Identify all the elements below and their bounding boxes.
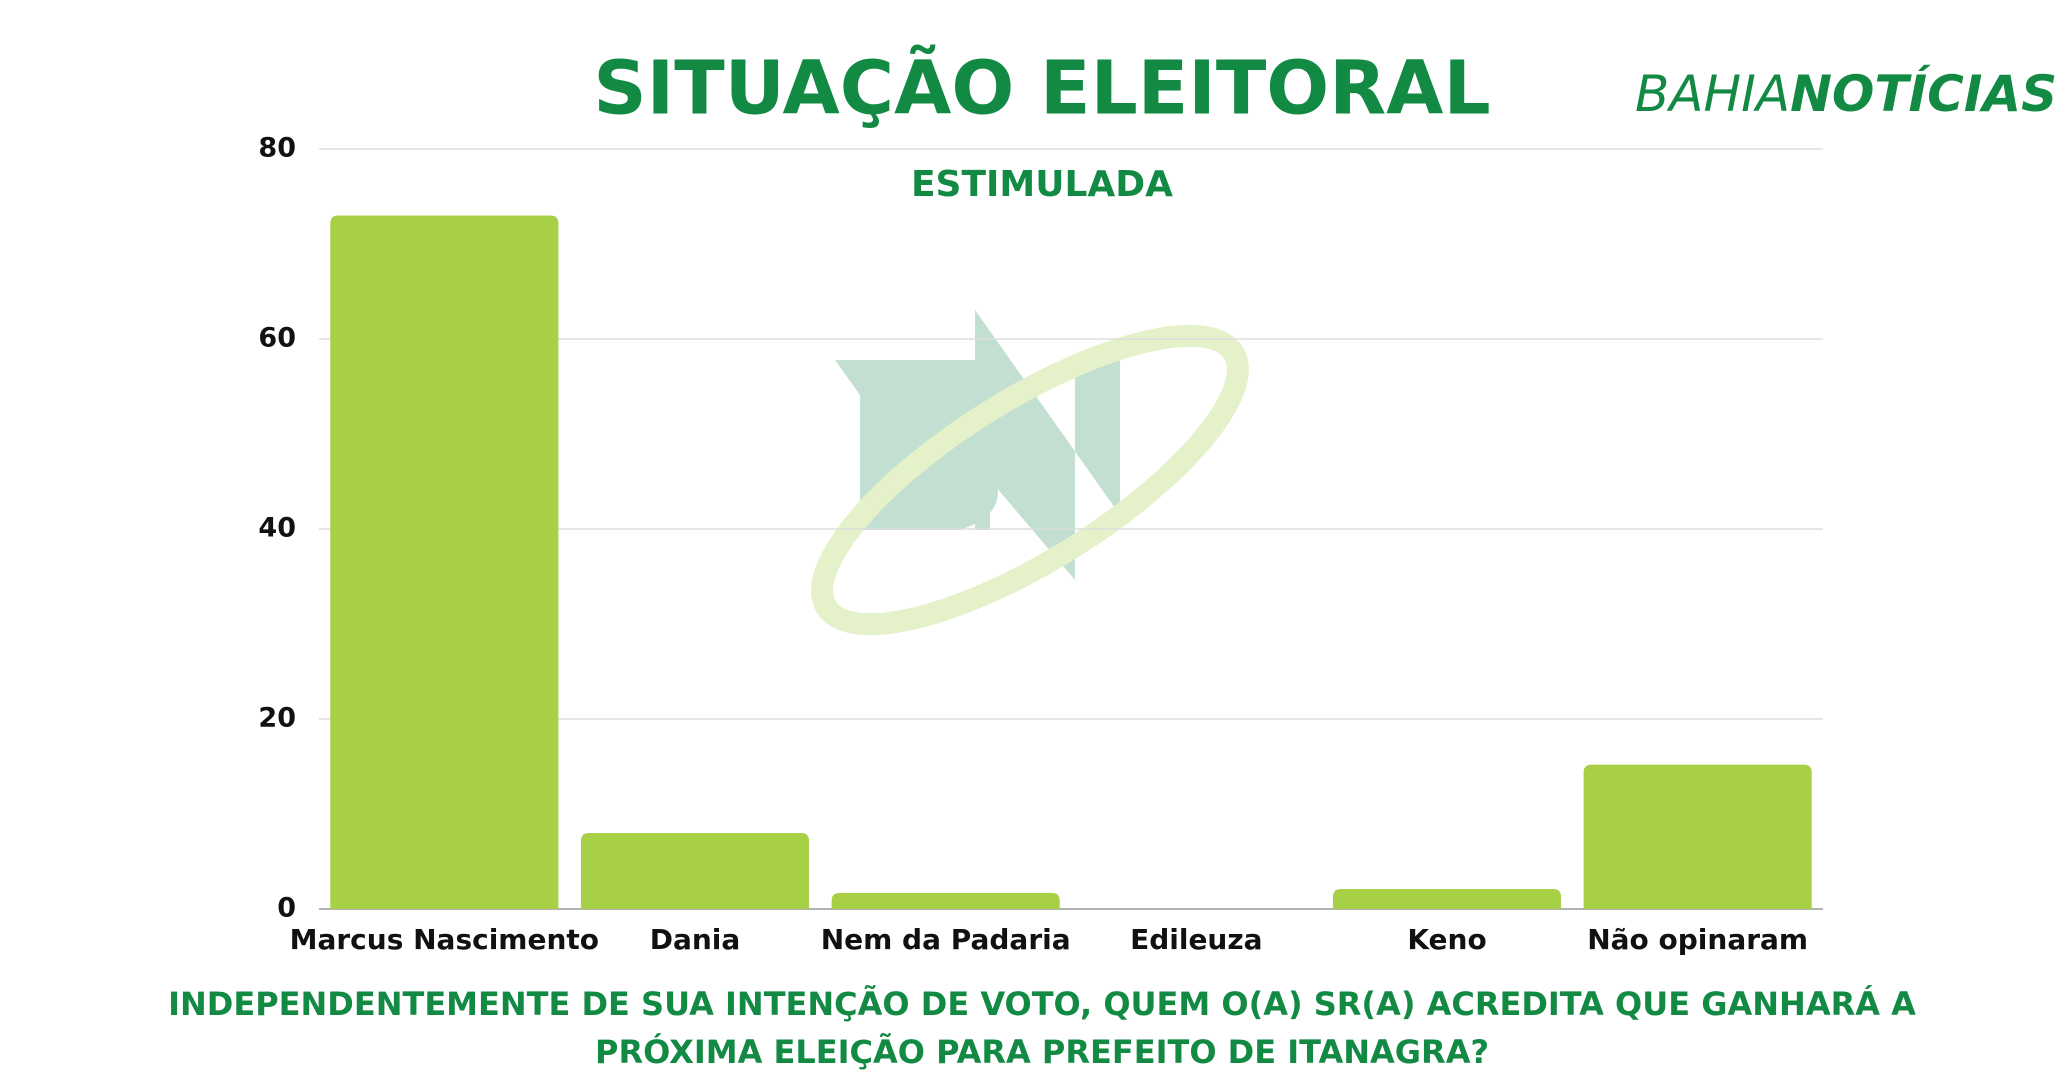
y-tick-label: 0 [277, 893, 296, 924]
x-tick-label: Dania [650, 923, 741, 956]
bar [831, 892, 1060, 909]
question: INDEPENDENTEMENTE DE SUA INTENÇÃO DE VOT… [168, 985, 1916, 1023]
y-tick-label: 40 [258, 513, 296, 544]
y-tick-label: 80 [258, 133, 296, 164]
watermark [811, 310, 1249, 636]
y-tick-label: 60 [258, 323, 296, 354]
x-tick-label: Nem da Padaria [821, 923, 1071, 956]
chart-subtitle: ESTIMULADA [911, 164, 1173, 205]
chart-title: SITUAÇÃO ELEITORAL [593, 44, 1490, 132]
x-tick-label: Keno [1407, 923, 1486, 956]
bar [1332, 889, 1562, 909]
watermark-n [975, 310, 1120, 580]
x-tick-label: Marcus Nascimento [290, 923, 599, 956]
logo: BAHIANOTÍCIAS [1635, 64, 2057, 123]
x-tick-label: Não opinaram [1587, 923, 1808, 956]
logo-part: NOTÍCIAS [1790, 64, 2057, 123]
logo-part: BAHIA [1635, 65, 1790, 123]
x-tick-label: Edileuza [1130, 923, 1262, 956]
y-tick-label: 20 [258, 703, 296, 734]
bar [580, 833, 810, 909]
watermark-swoosh [811, 324, 1249, 636]
bar [330, 215, 559, 909]
bar [1583, 764, 1812, 909]
question: PRÓXIMA ELEIÇÃO PARA PREFEITO DE ITANAGR… [595, 1032, 1489, 1071]
